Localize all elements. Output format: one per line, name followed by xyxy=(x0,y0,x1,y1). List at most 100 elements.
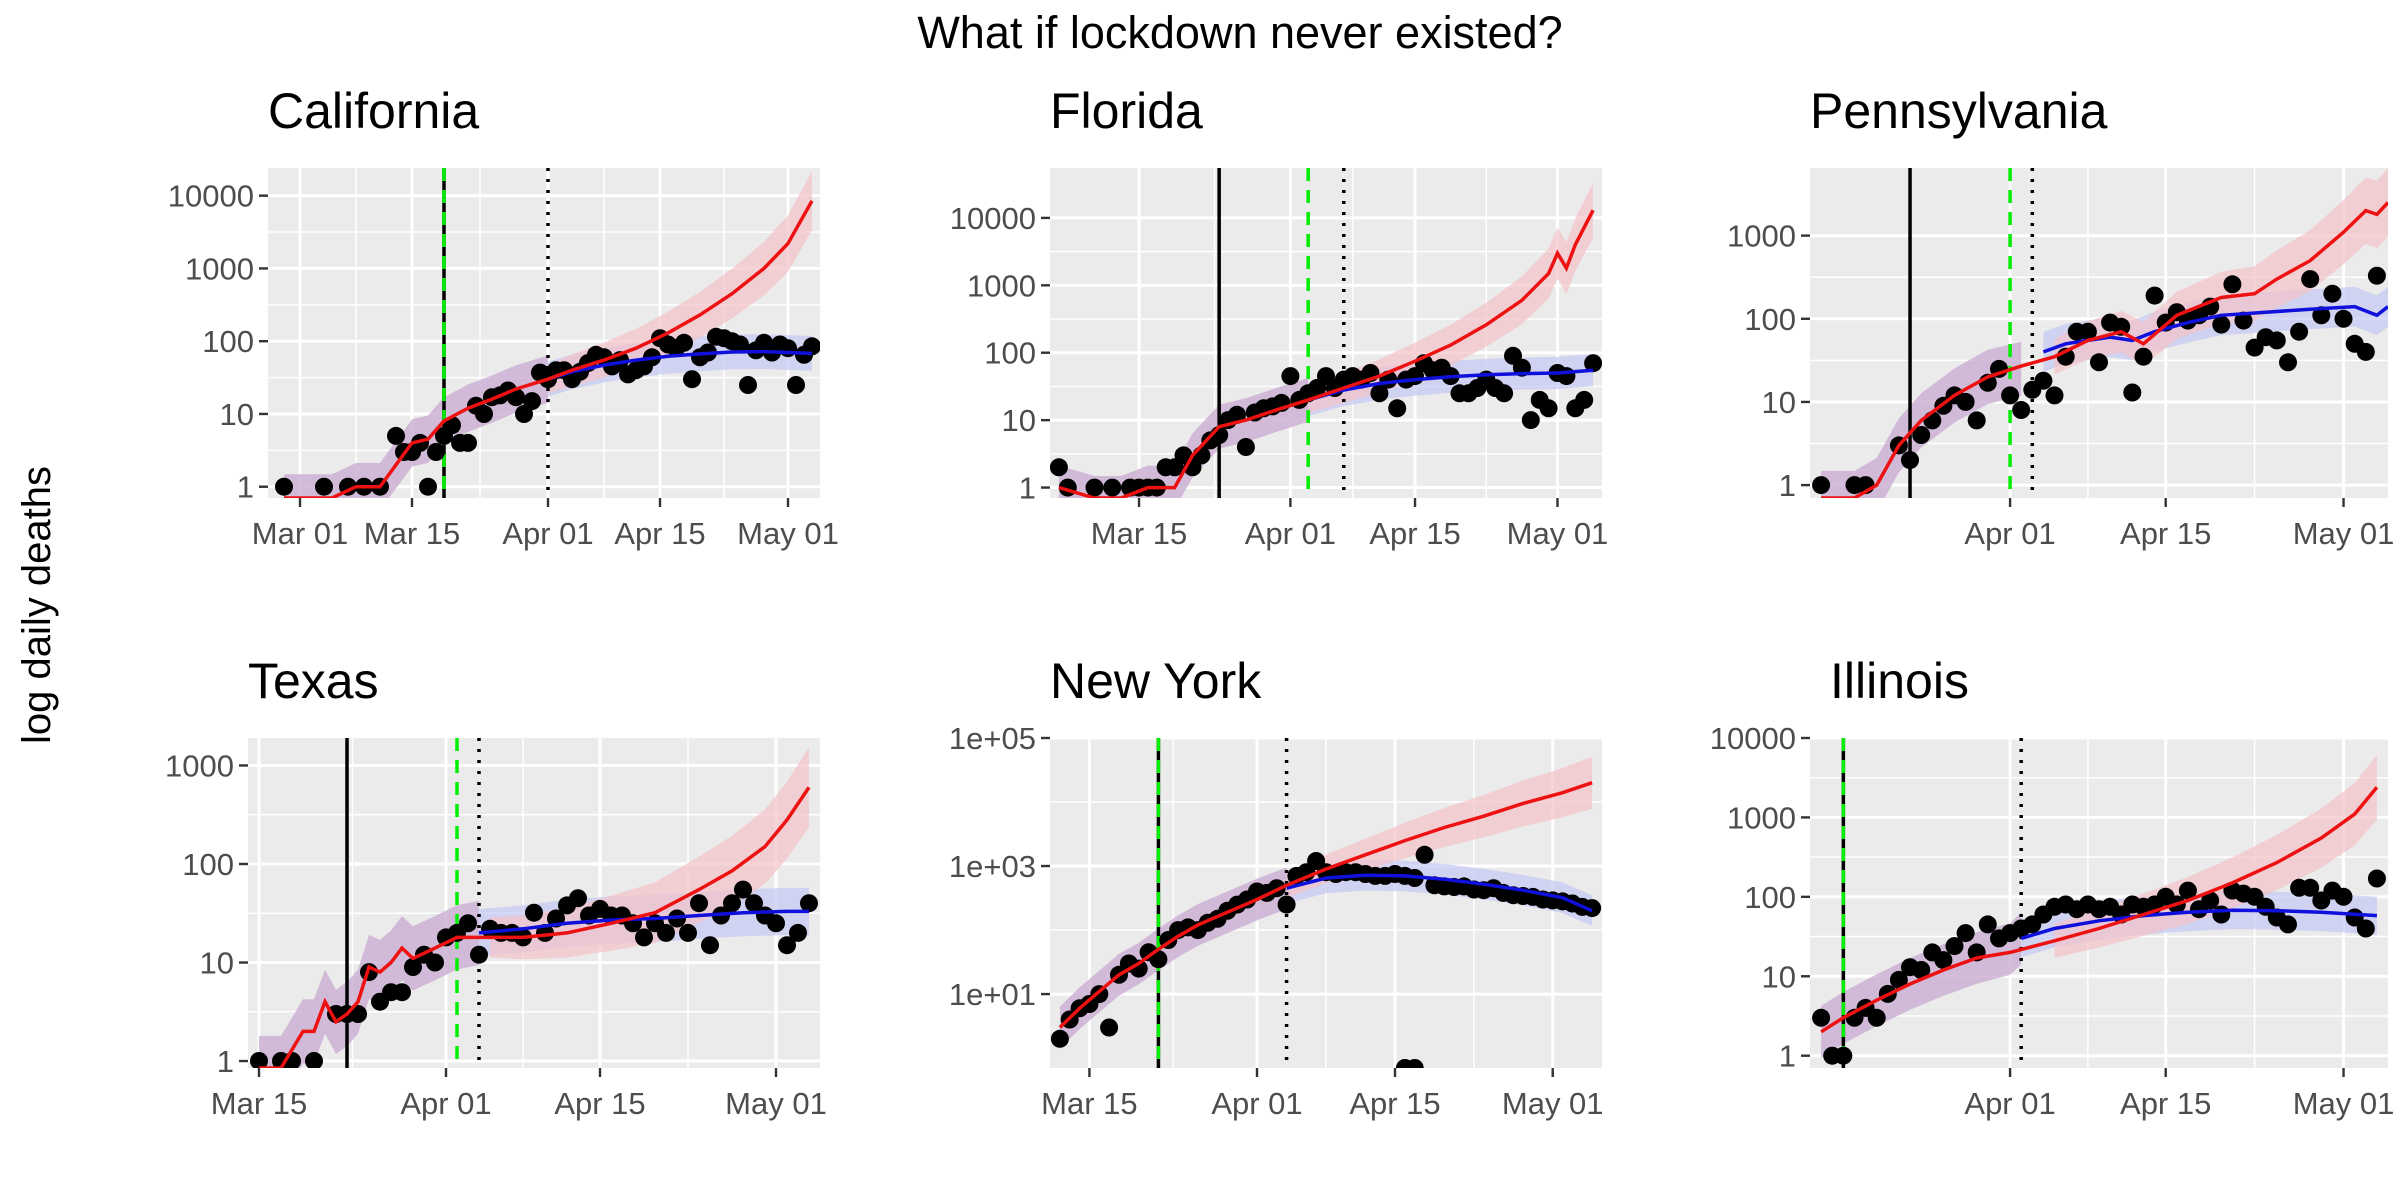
x-tick-label: Apr 01 xyxy=(1964,1086,2055,1121)
axes: 1 10 100 1000 10000 Mar 15 Apr 01 Apr 15 May 01 xyxy=(950,201,1609,551)
observed-point xyxy=(1978,915,1997,934)
observed-point xyxy=(1901,451,1919,470)
observed-point xyxy=(1956,924,1975,943)
observed-point xyxy=(1405,1059,1424,1068)
observed-point xyxy=(1100,1018,1119,1037)
y-tick-label: 10000 xyxy=(1710,721,1796,756)
observed-point xyxy=(2323,284,2342,303)
observed-point xyxy=(250,1052,268,1068)
y-tick-label: 10000 xyxy=(950,201,1036,236)
observed-point xyxy=(2212,905,2231,924)
axes: 1e+01 1e+03 1e+05 Mar 15 Apr 01 Apr 15 May 01 xyxy=(949,721,1604,1121)
uncertainty-band-counterfactual xyxy=(2054,168,2388,375)
observed-point xyxy=(2356,919,2375,938)
observed-point xyxy=(525,903,543,922)
fitted-line xyxy=(478,909,809,935)
observed-point xyxy=(679,923,697,942)
x-tick-label: Apr 01 xyxy=(502,516,593,551)
plot-area xyxy=(1050,168,1602,498)
observed-point xyxy=(475,405,493,423)
x-tick-label: Mar 15 xyxy=(364,516,460,551)
panel-texas: 1 10 100 1000 Mar 15 Apr 01 Apr 15 May 01 Texas xyxy=(165,653,827,1121)
x-tick-label: Apr 01 xyxy=(1964,516,2055,551)
observed-point xyxy=(1277,895,1296,914)
x-tick-label: Mar 15 xyxy=(1091,516,1187,551)
observed-point xyxy=(1912,426,1931,444)
counterfactual-line xyxy=(284,199,814,498)
y-tick-label: 1 xyxy=(1019,471,1036,506)
panel-title: Texas xyxy=(248,653,379,709)
observed-point xyxy=(404,958,422,976)
observed-point xyxy=(1812,1008,1831,1027)
observed-point xyxy=(2178,881,2197,900)
y-tick-label: 1e+05 xyxy=(949,721,1036,756)
y-tick-label: 10 xyxy=(1762,959,1796,994)
observed-point xyxy=(1584,354,1602,373)
observed-point xyxy=(745,894,763,913)
observed-point xyxy=(1945,937,1964,956)
observed-point xyxy=(2334,309,2353,328)
x-tick-label: May 01 xyxy=(2293,516,2395,551)
observed-point xyxy=(2012,401,2031,419)
observed-point xyxy=(1228,405,1246,424)
plot-area xyxy=(1812,168,2388,498)
observed-point xyxy=(305,1052,323,1068)
y-tick-label: 10 xyxy=(200,946,234,981)
observed-point xyxy=(1557,367,1576,386)
uncertainty-band-overlap xyxy=(259,900,479,1068)
counterfactual-line xyxy=(1820,786,2379,1034)
observed-point xyxy=(789,923,807,942)
panel-title: New York xyxy=(1050,653,1262,709)
observed-point xyxy=(778,936,796,955)
y-tick-label: 1 xyxy=(1779,1039,1796,1074)
x-tick-label: Mar 15 xyxy=(1041,1086,1137,1121)
observed-point xyxy=(1415,845,1434,864)
observed-point xyxy=(1103,478,1122,497)
fitted-line xyxy=(1307,368,1594,402)
observed-point xyxy=(1521,411,1540,430)
observed-point xyxy=(2090,353,2108,372)
x-tick-label: Mar 01 xyxy=(252,516,348,551)
observed-point xyxy=(1889,970,1908,989)
observed-point xyxy=(803,337,820,356)
axes: 1 10 100 1000 Mar 15 Apr 01 Apr 15 May 01 xyxy=(165,748,827,1121)
counterfactual-line xyxy=(1058,781,1593,1029)
observed-point xyxy=(2223,275,2242,294)
observed-point xyxy=(734,880,752,899)
x-tick-label: May 01 xyxy=(725,1086,827,1121)
y-tick-label: 100 xyxy=(202,324,254,359)
observed-point xyxy=(2312,306,2331,325)
observed-point xyxy=(1370,384,1389,403)
observed-point xyxy=(569,889,587,908)
x-tick-label: Apr 15 xyxy=(1349,1086,1440,1121)
y-tick-label: 1e+01 xyxy=(949,977,1036,1012)
axes: 1 10 100 1000 Apr 01 Apr 15 May 01 xyxy=(1727,219,2394,551)
observed-point xyxy=(2301,878,2320,897)
observed-point xyxy=(2201,891,2220,910)
observed-point xyxy=(2267,331,2286,350)
observed-point xyxy=(1967,411,1986,430)
observed-point xyxy=(1050,1029,1069,1048)
counterfactual-line xyxy=(1821,201,2388,498)
y-tick-label: 1000 xyxy=(165,748,234,783)
observed-point xyxy=(315,477,333,496)
observed-point xyxy=(635,928,653,947)
y-tick-label: 1 xyxy=(237,470,254,505)
observed-point xyxy=(2134,347,2153,366)
panel-background xyxy=(268,168,820,498)
observed-point xyxy=(1912,961,1931,979)
observed-point xyxy=(2367,869,2386,888)
observed-point xyxy=(701,936,719,955)
figure-ylabel: log daily deaths xyxy=(15,466,59,744)
y-tick-label: 1e+03 xyxy=(949,849,1036,884)
observed-point xyxy=(2290,322,2309,341)
y-tick-label: 100 xyxy=(182,847,234,882)
plot-area xyxy=(1050,738,1602,1068)
observed-point xyxy=(1934,951,1953,970)
counterfactual-line xyxy=(259,786,811,1068)
observed-point xyxy=(2279,353,2297,372)
observed-point xyxy=(1236,438,1255,456)
observed-point xyxy=(2045,386,2064,405)
x-tick-label: Apr 15 xyxy=(2120,1086,2211,1121)
